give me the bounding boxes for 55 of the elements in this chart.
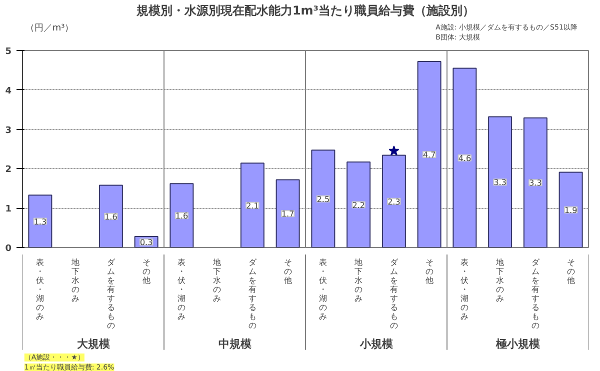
bar — [558, 172, 583, 248]
x-tick-label: 地下水のみ — [354, 258, 363, 303]
x-tick-label: 表・伏・湖のみ — [319, 258, 328, 321]
y-tick-label: 3 — [5, 126, 12, 136]
x-tick-label: 表・伏・湖のみ — [36, 258, 44, 321]
bar — [240, 162, 264, 248]
bar — [452, 68, 477, 248]
x-tick-label: ダムを有するもの — [248, 258, 258, 330]
x-tick-label: ダムを有するもの — [531, 258, 540, 330]
data-label: 2.1 — [246, 201, 259, 210]
data-label: 4.7 — [422, 150, 436, 160]
x-tick-label: ダムを有するもの — [106, 258, 116, 330]
text: 小規模 — [358, 338, 394, 351]
x-tick-label: その他 — [425, 258, 434, 285]
y-tick-label: 5 — [5, 47, 12, 57]
text: 極小規模 — [494, 338, 541, 351]
x-tick-label: ダムを有するもの — [390, 258, 399, 330]
data-label: 2.3 — [388, 197, 400, 206]
bar — [488, 116, 512, 248]
y-axis-title: （円／m³） — [25, 24, 74, 34]
data-label: 1.7 — [281, 210, 294, 219]
x-tick-label: 地下水のみ — [70, 258, 80, 303]
x-tick-label: その他 — [142, 258, 150, 285]
y-tick-label: 0 — [5, 244, 12, 254]
data-label: 1.6 — [104, 212, 118, 222]
data-label: 3.3 — [529, 178, 542, 188]
chart-title: 規模別・水源別現在配水能力1m³当たり職員給与費（施設別） — [135, 4, 475, 18]
x-tick-label: 表・伏・湖のみ — [460, 258, 469, 321]
bar — [98, 184, 123, 248]
data-label: 4.6 — [458, 154, 472, 163]
x-tick-label: その他 — [284, 258, 292, 285]
data-label: 2.5 — [316, 194, 330, 204]
y-tick-label: 4 — [5, 86, 12, 96]
bar — [523, 117, 548, 248]
bar — [276, 179, 300, 248]
data-label: 1.9 — [564, 206, 578, 215]
data-label: 0.3 — [140, 238, 153, 247]
y-tick-label: 2 — [5, 165, 12, 176]
bar — [28, 194, 52, 248]
bar — [346, 162, 371, 248]
data-label: 3.3 — [494, 178, 506, 188]
x-tick-label: その他 — [566, 258, 575, 285]
text: 大規模 — [76, 338, 111, 351]
x-tick-label: 地下水のみ — [495, 258, 504, 303]
bar — [417, 61, 442, 248]
x-tick-label: 表・伏・湖のみ — [178, 258, 186, 321]
x-tick-label: 地下水のみ — [212, 258, 222, 303]
y-tick-label: 1 — [5, 204, 12, 215]
bar — [382, 154, 406, 248]
data-label: 1.3 — [34, 217, 47, 226]
bar — [170, 183, 194, 248]
data-label: 1.6 — [175, 212, 188, 221]
text: 中規模 — [218, 338, 252, 351]
data-label: 2.2 — [352, 200, 365, 210]
bar — [311, 150, 336, 248]
